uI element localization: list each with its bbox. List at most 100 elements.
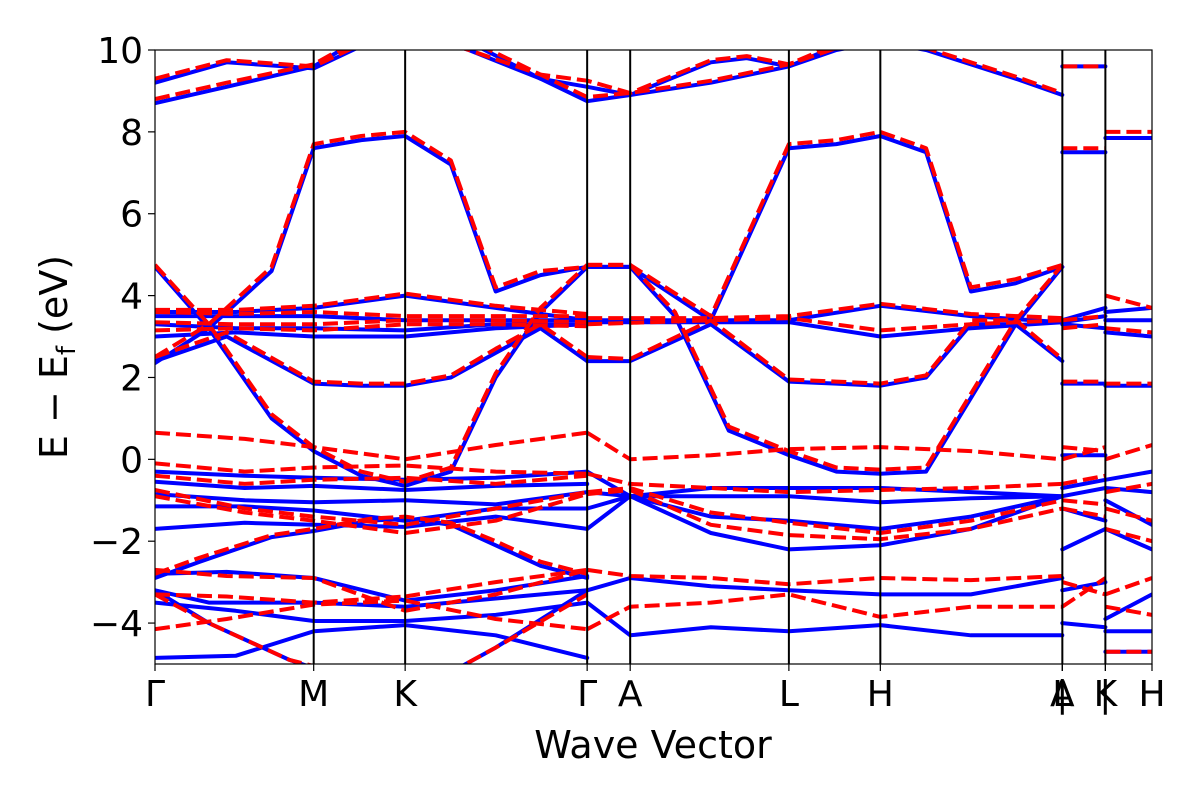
- band-dashed-44: [1061, 473, 1106, 486]
- x-tick-label-10: |: [1099, 674, 1111, 715]
- band-dashed-50: [1104, 526, 1152, 544]
- y-axis-ticks: 10 8 6 4 2 0 −2 −4: [90, 31, 155, 645]
- x-tick-label-5: L: [779, 674, 799, 715]
- band-solid-12: [155, 490, 590, 507]
- band-solid-57: [1103, 592, 1152, 621]
- band-solid-14: [155, 469, 590, 482]
- band-solid-29: [155, 314, 590, 323]
- y-axis-title-subscript: f: [52, 345, 82, 355]
- band-dashed-11: [155, 488, 588, 527]
- band-dashed-51: [1061, 580, 1106, 597]
- band-dashed-52: [1061, 576, 1107, 609]
- band-dashed-32: [155, 50, 828, 95]
- band-solid-32: [585, 303, 1065, 325]
- band-solid-48: [1060, 486, 1108, 499]
- band-dashed-42: [1061, 445, 1106, 462]
- x-tick-label-12: H: [1138, 674, 1165, 715]
- x-tick-label-2: K: [393, 674, 418, 715]
- band-dashed-24: [155, 322, 589, 386]
- band-dashed-37: [1062, 314, 1106, 323]
- band-dashed-45: [1062, 498, 1106, 507]
- band-solid-51: [1103, 469, 1152, 482]
- band-dashed-49: [1104, 506, 1152, 523]
- band-solid-52: [1103, 486, 1152, 495]
- x-tick-label-0: Γ: [145, 674, 165, 715]
- band-dashed-26: [155, 318, 588, 327]
- x-tick-label-4: A: [618, 674, 643, 715]
- band-dashed-39: [1104, 293, 1152, 310]
- band-dashed-22: [587, 318, 1064, 386]
- x-tick-label-11: K: [1094, 674, 1119, 715]
- y-axis-title-unit: (eV): [32, 255, 76, 346]
- band-solid-10: [155, 514, 590, 531]
- x-tick-label-6: H: [867, 674, 894, 715]
- band-dashed-38: [1105, 326, 1152, 335]
- plot-area: [155, 50, 1152, 664]
- band-dashed-10: [155, 473, 588, 486]
- band-solid-43: [1103, 305, 1152, 314]
- band-dashed-5: [155, 567, 406, 613]
- band-solid-41: [1103, 330, 1152, 339]
- band-dashed-30: [587, 301, 1063, 321]
- x-tick-label-7: A: [1050, 674, 1075, 715]
- band-dashed-31: [155, 50, 1063, 102]
- x-tick-label-1: M: [298, 674, 329, 715]
- band-dashed-20: [155, 263, 589, 484]
- x-tick-label-9: L: [1052, 674, 1072, 715]
- band-dashed-53: [1104, 576, 1152, 597]
- plot-frame: [154, 49, 1153, 665]
- band-solid-47: [1060, 477, 1108, 490]
- band-solid-21: [155, 134, 590, 366]
- band-dashed-47: [1104, 443, 1152, 462]
- band-dashed-27: [155, 310, 588, 319]
- band-solid-23: [585, 134, 1065, 323]
- band-dashed-29: [587, 316, 1063, 333]
- band-solid-25: [585, 264, 1065, 476]
- band-solid-50: [1060, 526, 1108, 552]
- band-solid-0: [155, 623, 408, 660]
- band-solid-2: [155, 600, 408, 623]
- bands-layer: [155, 50, 1152, 664]
- y-tick-label-3: 4: [120, 277, 143, 318]
- y-tick-label-6: −2: [90, 522, 143, 563]
- band-dashed-0: [155, 598, 406, 632]
- y-tick-label-5: 0: [120, 440, 143, 481]
- band-dashed-23: [587, 262, 1064, 472]
- band-dashed-17: [155, 592, 589, 664]
- band-dashed-43: [1062, 445, 1106, 454]
- band-dashed-54: [1105, 604, 1152, 617]
- band-dashed-48: [1105, 481, 1152, 495]
- band-dashed-6: [404, 567, 588, 613]
- x-axis-title: Wave Vector: [534, 723, 772, 767]
- band-solid-9: [403, 574, 590, 603]
- band-solid-22: [155, 264, 590, 488]
- x-tick-label-3: Γ: [577, 674, 597, 715]
- band-solid-56: [1060, 621, 1108, 630]
- band-solid-13: [155, 479, 590, 492]
- band-dashed-28: [155, 291, 588, 316]
- x-axis-ticks: Γ M K Γ A L H A|L |K H: [145, 664, 1166, 715]
- y-tick-label-4: 2: [120, 358, 143, 399]
- band-dashed-25: [155, 322, 588, 333]
- band-dashed-8: [155, 430, 588, 462]
- band-dashed-36: [1062, 322, 1106, 331]
- y-tick-label-0: 10: [97, 31, 143, 72]
- y-tick-label-2: 6: [120, 195, 143, 236]
- band-solid-3: [403, 600, 590, 623]
- band-dashed-9: [155, 461, 588, 476]
- band-solid-1: [403, 623, 590, 660]
- band-dashed-19: [155, 129, 588, 359]
- band-dashed-21: [587, 129, 1063, 319]
- y-axis-title: E − Ef (eV): [32, 255, 82, 459]
- band-dashed-4: [404, 567, 588, 599]
- band-dashed-46: [1061, 506, 1106, 519]
- band-dashed-3: [155, 592, 406, 605]
- y-axis-title-main: E − E: [32, 355, 76, 459]
- band-solid-20: [155, 516, 590, 580]
- high-symmetry-lines: [312, 50, 1107, 664]
- y-tick-label-1: 8: [120, 113, 143, 154]
- y-tick-label-7: −4: [90, 604, 143, 645]
- band-dashed-12: [155, 492, 588, 535]
- band-dashed-18: [155, 514, 588, 576]
